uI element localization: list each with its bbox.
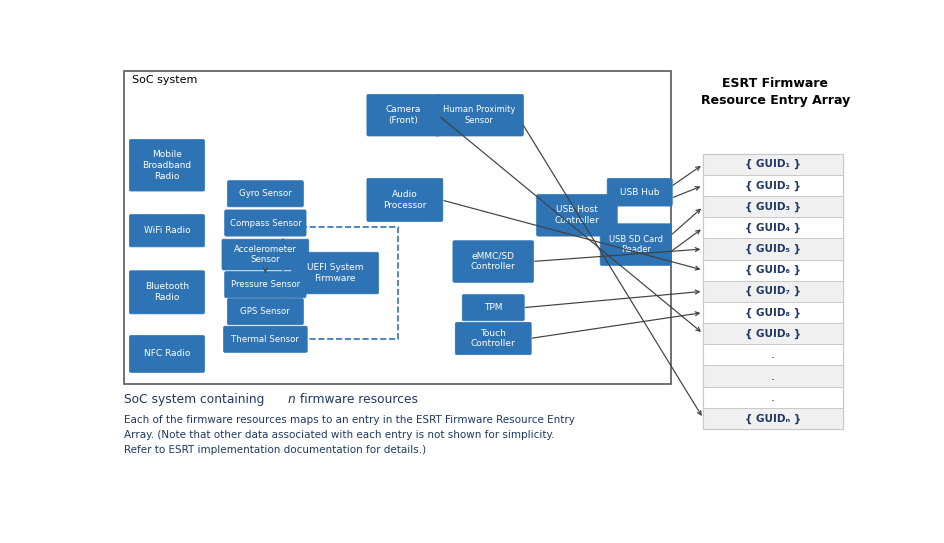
FancyBboxPatch shape [455, 323, 531, 355]
FancyBboxPatch shape [462, 295, 524, 321]
Bar [702, 154, 842, 429]
FancyBboxPatch shape [222, 239, 309, 270]
FancyBboxPatch shape [129, 271, 204, 314]
Text: { GUID₅ }: { GUID₅ } [744, 244, 801, 254]
Text: Gyro Sensor: Gyro Sensor [239, 190, 292, 198]
Text: Thermal Sensor: Thermal Sensor [231, 335, 299, 344]
FancyBboxPatch shape [129, 214, 204, 247]
Text: { GUID₇ }: { GUID₇ } [744, 286, 801, 296]
Bar [283, 227, 397, 339]
Bar [702, 323, 842, 344]
FancyBboxPatch shape [129, 140, 204, 191]
Bar [702, 154, 842, 175]
Text: TPM: TPM [483, 303, 502, 312]
Text: Touch
Controller: Touch Controller [470, 329, 515, 349]
Text: .: . [770, 349, 774, 362]
Text: Pressure Sensor: Pressure Sensor [230, 280, 299, 289]
Text: GPS Sensor: GPS Sensor [240, 307, 290, 316]
Text: { GUID₆ }: { GUID₆ } [744, 265, 801, 275]
Bar [702, 302, 842, 323]
Bar [702, 260, 842, 281]
Text: USB Hub: USB Hub [619, 188, 659, 197]
Bar [702, 175, 842, 196]
FancyBboxPatch shape [228, 299, 303, 325]
FancyBboxPatch shape [292, 252, 379, 294]
FancyBboxPatch shape [224, 326, 307, 352]
Text: Audio
Processor: Audio Processor [382, 190, 426, 210]
Text: n: n [287, 393, 295, 406]
Bar [125, 71, 671, 384]
Text: { GUIDₙ }: { GUIDₙ } [744, 413, 801, 424]
Text: .: . [770, 391, 774, 404]
FancyBboxPatch shape [434, 94, 523, 136]
Bar [702, 408, 842, 429]
FancyBboxPatch shape [452, 241, 533, 282]
FancyBboxPatch shape [366, 178, 443, 222]
Text: WiFi Radio: WiFi Radio [143, 226, 190, 235]
FancyBboxPatch shape [536, 194, 616, 236]
Text: Accelerometer
Sensor: Accelerometer Sensor [234, 245, 296, 264]
Bar [702, 238, 842, 260]
Text: Compass Sensor: Compass Sensor [229, 218, 301, 228]
Text: SoC system containing: SoC system containing [125, 393, 268, 406]
Text: Camera
(Front): Camera (Front) [385, 105, 421, 125]
FancyBboxPatch shape [228, 181, 303, 207]
Text: SoC system: SoC system [132, 75, 197, 85]
Text: { GUID₈ }: { GUID₈ } [744, 307, 801, 318]
Text: USB Host
Controller: USB Host Controller [554, 205, 598, 225]
Text: { GUID₄ }: { GUID₄ } [744, 223, 801, 233]
Text: { GUID₂ }: { GUID₂ } [744, 180, 801, 191]
Bar [702, 154, 842, 429]
Bar [702, 344, 842, 365]
FancyBboxPatch shape [599, 224, 671, 266]
FancyBboxPatch shape [225, 272, 306, 298]
Text: { GUID₃ }: { GUID₃ } [744, 201, 801, 212]
Text: eMMC/SD
Controller: eMMC/SD Controller [470, 251, 515, 272]
Bar [702, 217, 842, 238]
Bar [702, 365, 842, 387]
Text: Human Proximity
Sensor: Human Proximity Sensor [443, 105, 514, 125]
Text: Bluetooth
Radio: Bluetooth Radio [144, 282, 189, 302]
Text: { GUID₁ }: { GUID₁ } [744, 159, 801, 169]
FancyBboxPatch shape [366, 94, 439, 136]
Text: Each of the firmware resources maps to an entry in the ESRT Firmware Resource En: Each of the firmware resources maps to a… [125, 415, 575, 455]
Text: ESRT Firmware
Resource Entry Array: ESRT Firmware Resource Entry Array [700, 77, 849, 107]
FancyBboxPatch shape [129, 336, 204, 372]
FancyBboxPatch shape [606, 178, 671, 206]
Text: { GUID₉ }: { GUID₉ } [744, 329, 801, 339]
Text: UEFI System
Firmware: UEFI System Firmware [307, 263, 363, 283]
Text: NFC Radio: NFC Radio [143, 349, 190, 358]
Bar [702, 281, 842, 302]
Text: Mobile
Broadband
Radio: Mobile Broadband Radio [143, 150, 192, 180]
Bar [702, 196, 842, 217]
Text: firmware resources: firmware resources [296, 393, 418, 406]
FancyBboxPatch shape [225, 210, 306, 236]
Text: .: . [770, 370, 774, 383]
Text: USB SD Card
Reader: USB SD Card Reader [608, 235, 662, 255]
Bar [702, 387, 842, 408]
